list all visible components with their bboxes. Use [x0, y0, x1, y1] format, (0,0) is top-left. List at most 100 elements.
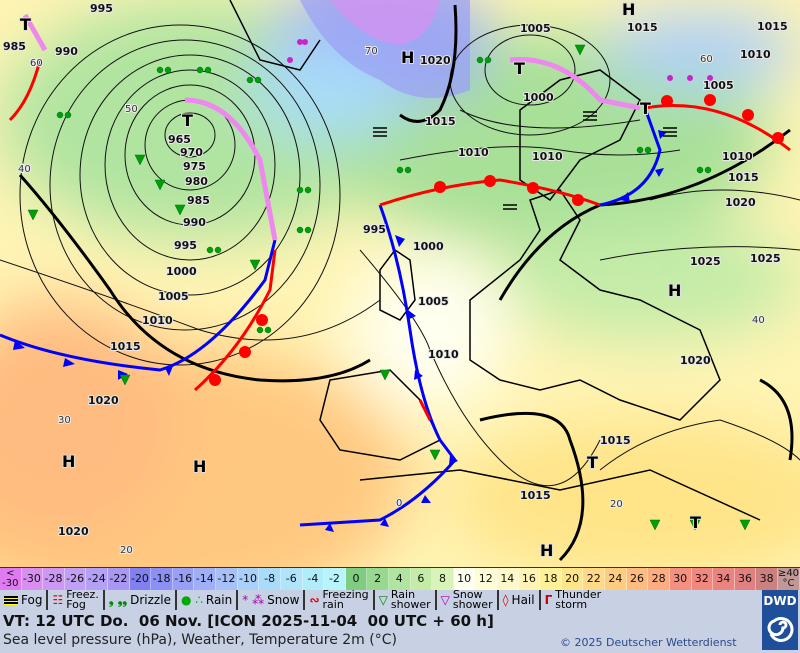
scale-cell: -6: [280, 568, 303, 590]
svg-text:985: 985: [3, 40, 26, 53]
svg-text:1015: 1015: [627, 21, 658, 34]
scale-cell: ≥40 °C: [777, 568, 800, 590]
snow-icon: * ⁂: [242, 593, 265, 607]
scale-cell: 0: [345, 568, 368, 590]
svg-text:H: H: [62, 452, 75, 471]
svg-text:1015: 1015: [425, 115, 456, 128]
scale-cell: -10: [237, 568, 260, 590]
dwd-logo: DWD: [762, 590, 798, 650]
svg-text:70: 70: [365, 46, 378, 57]
svg-text:1000: 1000: [413, 240, 444, 253]
scale-cell: 16: [518, 568, 541, 590]
valid-time: VT: 12 UTC Do. 06 Nov. [ICON 2025-11-04 …: [3, 612, 494, 630]
scale-cell: -24: [86, 568, 109, 590]
svg-text:1025: 1025: [690, 255, 721, 268]
svg-text:1010: 1010: [428, 348, 459, 361]
scale-cell: -30: [21, 568, 44, 590]
svg-text:T: T: [20, 15, 31, 34]
svg-text:1010: 1010: [142, 314, 173, 327]
svg-text:1020: 1020: [88, 394, 119, 407]
svg-text:1005: 1005: [418, 295, 449, 308]
scale-cell: -14: [194, 568, 217, 590]
svg-text:T: T: [182, 111, 193, 130]
scale-cell: 36: [734, 568, 757, 590]
scale-cell: 8: [432, 568, 454, 590]
scale-cell: 22: [583, 568, 606, 590]
scale-cell: -28: [43, 568, 65, 590]
scale-cell: -20: [129, 568, 152, 590]
svg-text:50: 50: [125, 104, 138, 115]
scale-cell: -12: [216, 568, 238, 590]
chart-subtitle: Sea level pressure (hPa), Weather, Tempe…: [3, 632, 397, 648]
scale-cell: 2: [367, 568, 389, 590]
scale-cell: 38: [756, 568, 778, 590]
svg-text:1015: 1015: [600, 434, 631, 447]
svg-text:1010: 1010: [740, 48, 771, 61]
svg-text:1020: 1020: [58, 525, 89, 538]
scale-cell: 18: [540, 568, 562, 590]
svg-text:1000: 1000: [523, 91, 554, 104]
svg-text:H: H: [401, 48, 414, 67]
svg-text:965: 965: [168, 133, 191, 146]
svg-text:995: 995: [90, 2, 113, 15]
scale-cell: -16: [172, 568, 195, 590]
scale-cell: < -30: [0, 568, 22, 590]
pressure-labels: 995 985 990 965 970 975 980 985 990 995 …: [2, 1, 789, 539]
snow-shower-icon: ▽: [440, 593, 450, 607]
warm-front: [379, 178, 601, 207]
svg-text:T: T: [690, 513, 701, 532]
cold-front: [299, 204, 457, 527]
svg-text:995: 995: [363, 223, 386, 236]
svg-text:1015: 1015: [520, 489, 551, 502]
svg-text:T: T: [587, 453, 598, 472]
legend-rain-shower: ▽ Rain shower: [375, 589, 437, 610]
scale-cell: 32: [691, 568, 714, 590]
legend-snow: * ⁂ Snow: [238, 590, 306, 610]
svg-text:20: 20: [120, 545, 133, 556]
scale-cell: -22: [108, 568, 130, 590]
cold-front: [599, 107, 662, 207]
scale-cell: -4: [302, 568, 325, 590]
svg-text:H: H: [193, 457, 206, 476]
scale-cell: -18: [151, 568, 173, 590]
svg-text:980: 980: [185, 175, 208, 188]
scale-cell: -26: [64, 568, 87, 590]
scale-cell: 4: [388, 568, 411, 590]
svg-text:985: 985: [187, 194, 210, 207]
svg-text:1015: 1015: [110, 340, 141, 353]
pressure-centers: T T T T T H H H H H T H: [19, 0, 702, 561]
legend-fog: Fog: [0, 590, 49, 610]
legend-snow-shower: ▽ Snow shower: [437, 589, 499, 610]
fog-icon: [4, 595, 18, 605]
warm-front: [194, 249, 277, 392]
svg-text:1010: 1010: [458, 146, 489, 159]
freezing-rain-icon: ∾: [309, 593, 320, 607]
svg-text:40: 40: [752, 315, 765, 326]
svg-text:1005: 1005: [520, 22, 551, 35]
svg-text:1005: 1005: [703, 79, 734, 92]
weather-symbol-legend: Fog ☷ Freez. Fog ❟ ❟❟ Drizzle ● ∴ Rain * ⁂ S…: [0, 589, 760, 612]
rain-icon: ● ∴: [180, 593, 203, 607]
scale-cell: -8: [259, 568, 281, 590]
legend-rain: ● ∴ Rain: [177, 590, 239, 610]
freezing-fog-icon: ☷: [52, 593, 64, 607]
svg-text:20: 20: [610, 499, 623, 510]
scale-cell: 28: [648, 568, 670, 590]
snow-symbols: [287, 39, 713, 81]
occluded-front: [184, 97, 278, 241]
copyright: © 2025 Deutscher Wetterdienst: [560, 636, 737, 649]
scale-cell: 14: [497, 568, 519, 590]
weather-map: 995 985 990 965 970 975 980 985 990 995 …: [0, 0, 800, 567]
svg-text:T: T: [640, 99, 651, 118]
latitude-labels: 60 50 40 30 20 70 60 40 0 20: [17, 45, 766, 557]
scale-cell: 34: [713, 568, 735, 590]
occluded-front: [22, 13, 48, 52]
legend-drizzle: ❟ ❟❟ Drizzle: [105, 590, 177, 610]
svg-text:T: T: [514, 59, 525, 78]
svg-text:975: 975: [183, 160, 206, 173]
scale-cell: 26: [626, 568, 649, 590]
svg-text:H: H: [622, 0, 635, 19]
svg-text:1020: 1020: [680, 354, 711, 367]
fog-symbols: [373, 111, 677, 210]
legend-freezing-rain: ∾ Freezing rain: [305, 589, 375, 610]
